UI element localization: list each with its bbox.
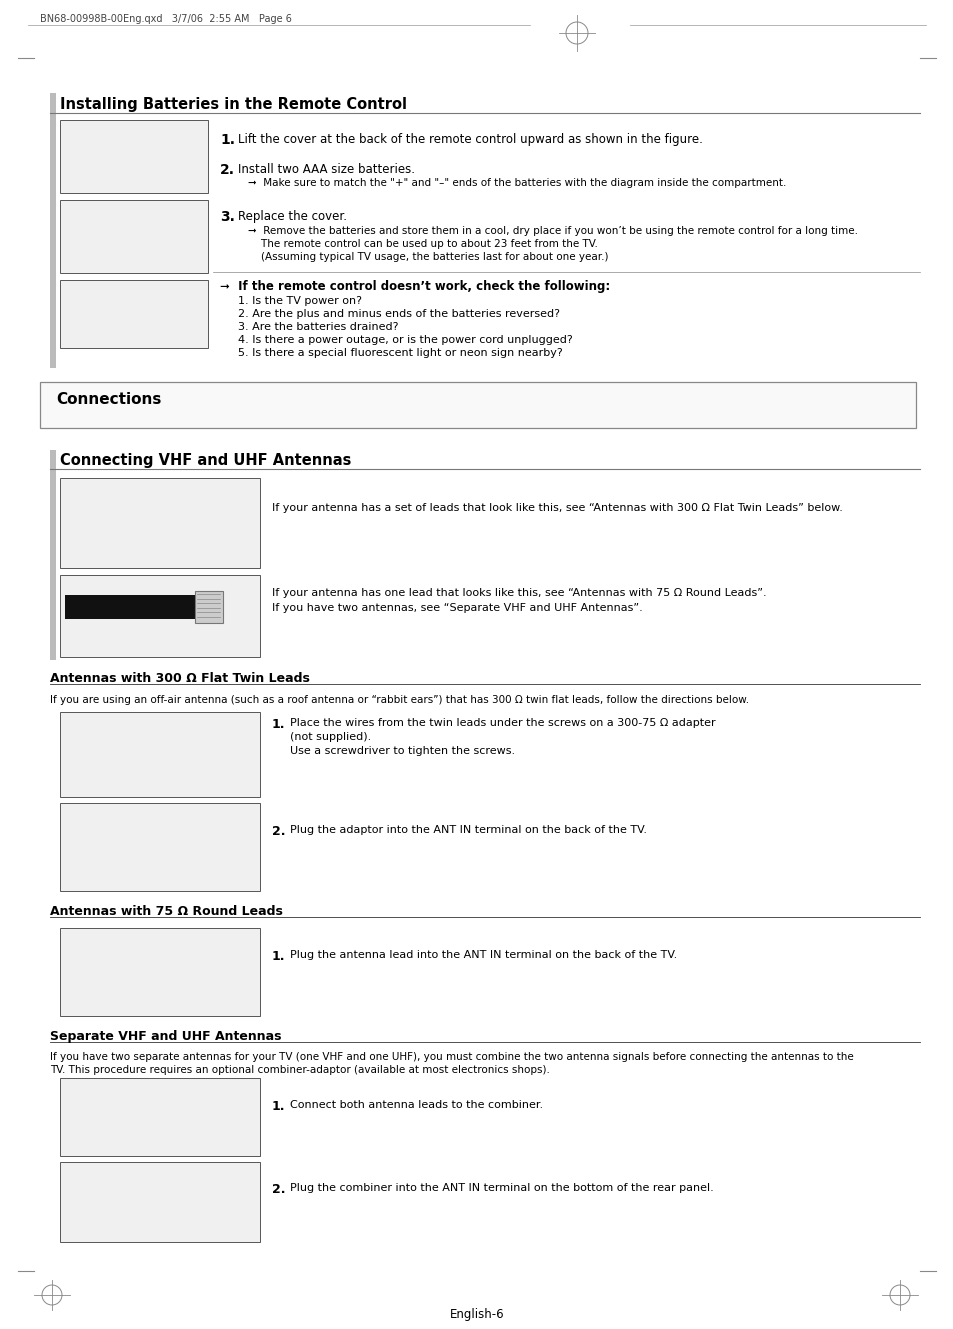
Text: 3.: 3. bbox=[220, 210, 234, 225]
Text: 3. Are the batteries drained?: 3. Are the batteries drained? bbox=[237, 322, 398, 332]
Text: Install two AAA size batteries.: Install two AAA size batteries. bbox=[237, 163, 415, 175]
Bar bbox=[60, 1162, 260, 1243]
Text: 1.: 1. bbox=[272, 1100, 285, 1112]
Bar bbox=[60, 712, 260, 797]
Text: 2.: 2. bbox=[220, 163, 234, 177]
Bar bbox=[60, 1078, 260, 1156]
Bar bbox=[194, 591, 223, 623]
Text: If your antenna has a set of leads that look like this, see “Antennas with 300 Ω: If your antenna has a set of leads that … bbox=[272, 502, 842, 513]
Text: 5. Is there a special fluorescent light or neon sign nearby?: 5. Is there a special fluorescent light … bbox=[237, 348, 562, 358]
Bar bbox=[60, 120, 208, 193]
Text: 1.: 1. bbox=[272, 718, 285, 731]
Text: TV. This procedure requires an optional combiner-adaptor (available at most elec: TV. This procedure requires an optional … bbox=[50, 1065, 549, 1075]
Text: Connections: Connections bbox=[56, 392, 161, 407]
Bar bbox=[65, 595, 200, 619]
Text: Plug the adaptor into the ANT IN terminal on the back of the TV.: Plug the adaptor into the ANT IN termina… bbox=[290, 825, 646, 835]
Text: ➞  Remove the batteries and store them in a cool, dry place if you won’t be usin: ➞ Remove the batteries and store them in… bbox=[248, 226, 857, 237]
Text: Plug the antenna lead into the ANT IN terminal on the back of the TV.: Plug the antenna lead into the ANT IN te… bbox=[290, 950, 677, 960]
Text: If you have two antennas, see “Separate VHF and UHF Antennas”.: If you have two antennas, see “Separate … bbox=[272, 603, 642, 613]
Text: Installing Batteries in the Remote Control: Installing Batteries in the Remote Contr… bbox=[60, 97, 407, 112]
Text: Connecting VHF and UHF Antennas: Connecting VHF and UHF Antennas bbox=[60, 453, 351, 468]
Bar bbox=[50, 93, 56, 368]
Bar bbox=[60, 803, 260, 890]
Text: If you have two separate antennas for your TV (one VHF and one UHF), you must co: If you have two separate antennas for yo… bbox=[50, 1053, 853, 1062]
Text: 2.: 2. bbox=[272, 825, 285, 839]
Text: (Assuming typical TV usage, the batteries last for about one year.): (Assuming typical TV usage, the batterie… bbox=[248, 253, 608, 262]
Text: ➞  Make sure to match the "+" and "–" ends of the batteries with the diagram ins: ➞ Make sure to match the "+" and "–" end… bbox=[248, 178, 785, 187]
Text: Lift the cover at the back of the remote control upward as shown in the figure.: Lift the cover at the back of the remote… bbox=[237, 133, 702, 146]
Text: 1.: 1. bbox=[272, 950, 285, 964]
Bar bbox=[60, 280, 208, 348]
Text: Replace the cover.: Replace the cover. bbox=[237, 210, 347, 223]
Bar bbox=[60, 199, 208, 272]
Bar bbox=[60, 478, 260, 567]
Text: Plug the combiner into the ANT IN terminal on the bottom of the rear panel.: Plug the combiner into the ANT IN termin… bbox=[290, 1183, 713, 1193]
Text: The remote control can be used up to about 23 feet from the TV.: The remote control can be used up to abo… bbox=[248, 239, 598, 249]
Text: If you are using an off-air antenna (such as a roof antenna or “rabbit ears”) th: If you are using an off-air antenna (suc… bbox=[50, 695, 748, 704]
Text: Place the wires from the twin leads under the screws on a 300-75 Ω adapter: Place the wires from the twin leads unde… bbox=[290, 718, 715, 728]
Bar bbox=[50, 451, 56, 661]
Text: 4. Is there a power outage, or is the power cord unplugged?: 4. Is there a power outage, or is the po… bbox=[237, 335, 572, 346]
Text: Use a screwdriver to tighten the screws.: Use a screwdriver to tighten the screws. bbox=[290, 746, 515, 756]
Text: ➞  If the remote control doesn’t work, check the following:: ➞ If the remote control doesn’t work, ch… bbox=[220, 280, 610, 292]
Text: Connect both antenna leads to the combiner.: Connect both antenna leads to the combin… bbox=[290, 1100, 542, 1110]
Text: Antennas with 75 Ω Round Leads: Antennas with 75 Ω Round Leads bbox=[50, 905, 283, 918]
Text: (not supplied).: (not supplied). bbox=[290, 732, 371, 742]
Text: Antennas with 300 Ω Flat Twin Leads: Antennas with 300 Ω Flat Twin Leads bbox=[50, 672, 310, 684]
Text: 1.: 1. bbox=[220, 133, 234, 148]
Text: English-6: English-6 bbox=[449, 1308, 504, 1321]
Text: BN68-00998B-00Eng.qxd   3/7/06  2:55 AM   Page 6: BN68-00998B-00Eng.qxd 3/7/06 2:55 AM Pag… bbox=[40, 15, 292, 24]
Text: 2. Are the plus and minus ends of the batteries reversed?: 2. Are the plus and minus ends of the ba… bbox=[237, 310, 559, 319]
Text: Separate VHF and UHF Antennas: Separate VHF and UHF Antennas bbox=[50, 1030, 281, 1043]
Bar bbox=[60, 928, 260, 1015]
Bar bbox=[60, 575, 260, 657]
Text: 2.: 2. bbox=[272, 1183, 285, 1196]
Bar bbox=[40, 381, 915, 428]
Text: 1. Is the TV power on?: 1. Is the TV power on? bbox=[237, 296, 361, 306]
Text: If your antenna has one lead that looks like this, see “Antennas with 75 Ω Round: If your antenna has one lead that looks … bbox=[272, 587, 766, 598]
